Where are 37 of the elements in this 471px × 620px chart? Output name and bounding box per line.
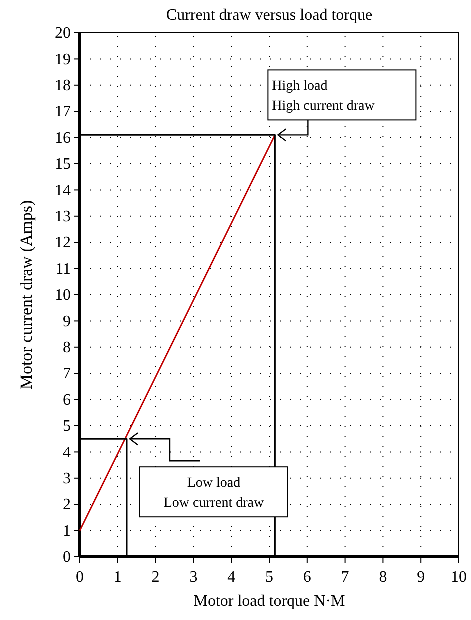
y-axis-title: Motor current draw (Amps) [17,200,36,390]
y-tick-label: 12 [55,234,71,252]
chart-title: Current draw versus load torque [166,7,373,24]
y-tick-label: 18 [55,78,71,95]
y-tick-label: 5 [63,418,71,436]
x-tick-label: 8 [379,569,388,586]
x-tick-label: 1 [114,569,122,586]
x-tick-label: 6 [303,569,312,586]
y-tick-label: 11 [56,260,71,278]
x-tick-label: 7 [341,569,350,586]
x-tick-label: 9 [417,569,426,586]
y-tick-label: 16 [55,130,71,147]
x-tick-label: 0 [76,569,84,586]
annotation: High load High current draw [272,79,376,114]
y-tick-label: 6 [63,392,71,409]
y-tick-label: 7 [63,366,71,383]
annotation: Low load Low current draw [164,476,266,512]
y-tick-label: 1 [63,522,71,540]
x-axis-title: Motor load torque N·M [194,593,346,610]
y-tick-label: 4 [63,444,71,462]
x-tick-label: 2 [152,569,160,586]
y-tick-label: 15 [55,156,71,174]
x-tick-label: 4 [228,569,236,586]
y-tick-label: 0 [63,549,71,566]
y-tick-label: 9 [63,313,71,330]
y-tick-label: 8 [63,340,71,357]
y-tick-label: 13 [55,208,71,226]
x-tick-label: 5 [266,569,274,586]
y-tick-label: 2 [63,496,71,514]
y-tick-label: 10 [55,287,71,304]
y-tick-label: 20 [55,25,71,42]
y-tick-label: 17 [55,104,71,121]
y-tick-label: 3 [63,470,71,488]
y-tick-label: 14 [55,182,71,200]
x-tick-label: 10 [451,569,467,586]
x-tick-label: 3 [190,569,198,586]
y-tick-label: 19 [55,51,71,68]
